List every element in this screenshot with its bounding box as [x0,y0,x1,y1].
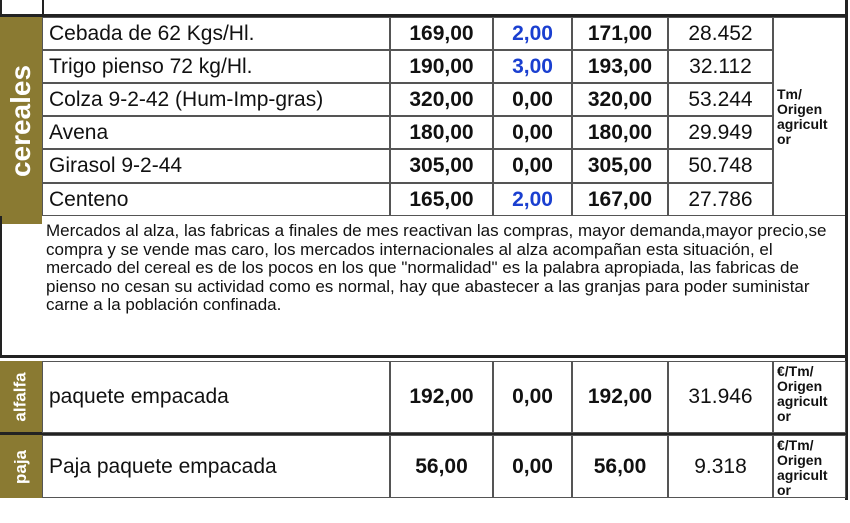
cell-current: 192,00 [572,361,668,433]
cereales-label: cereales [5,64,37,177]
pts-text: 27.786 [688,187,753,211]
market-comment: Mercados al alza, las fabricas a finales… [0,216,848,358]
cell-name: Girasol 9-2-44 [42,149,390,183]
cell-current: 320,00 [572,83,668,116]
unit-text: €/Tm/ Origen agricult or [777,363,828,424]
cell-change: 0,00 [493,116,572,149]
current-text: 167,00 [587,187,653,211]
pts-text: 29.949 [688,120,753,144]
cell-change: 2,00 [493,17,572,50]
cell-pts: 27.786 [668,183,773,216]
change-text: 0,00 [512,87,553,111]
cell-change: 0,00 [493,83,572,116]
pts-text: 28.452 [688,21,753,45]
prev-text: 169,00 [409,21,474,45]
cell-prev: 190,00 [390,50,493,83]
name-text: paquete empacada [49,385,229,408]
prev-text: 320,00 [409,87,474,111]
name-text: Paja paquete empacada [49,454,277,478]
unit-alfalfa: €/Tm/ Origen agricult or [773,361,846,433]
pts-text: 53.244 [688,87,753,111]
name-text: Trigo pienso 72 kg/Hl. [49,54,253,78]
alfalfa-label: alfalfa [11,372,31,422]
current-text: 171,00 [587,21,653,45]
top-divider [42,0,44,16]
cell-pts: 29.949 [668,116,773,149]
cell-change: 3,00 [493,50,572,83]
prev-text: 180,00 [409,120,474,144]
cell-prev: 305,00 [390,149,493,183]
cell-change: 0,00 [493,435,572,498]
name-text: Colza 9-2-42 (Hum-Imp-gras) [49,87,324,111]
pts-text: 50.748 [688,154,753,177]
change-text: 0,00 [512,120,553,144]
change-text: 2,00 [512,187,553,211]
prev-text: 165,00 [409,187,474,211]
cell-pts: 50.748 [668,149,773,183]
change-text: 0,00 [512,154,553,177]
paja-label: paja [11,449,30,484]
cell-prev: 320,00 [390,83,493,116]
cell-pts: 31.946 [668,361,773,433]
cell-prev: 165,00 [390,183,493,216]
pts-text: 31.946 [688,385,753,408]
pts-text: 9.318 [694,454,747,478]
current-text: 305,00 [587,154,653,177]
cell-current: 56,00 [572,435,668,498]
name-text: Centeno [49,187,129,211]
cell-prev: 169,00 [390,17,493,50]
right-border [845,0,848,500]
prev-text: 56,00 [415,454,468,478]
comment-text: Mercados al alza, las fabricas a finales… [46,221,827,314]
cell-current: 171,00 [572,17,668,50]
cell-pts: 53.244 [668,83,773,116]
name-text: Cebada de 62 Kgs/Hl. [49,21,255,45]
cell-change: 0,00 [493,149,572,183]
prev-text: 305,00 [409,154,474,177]
cell-current: 305,00 [572,149,668,183]
current-text: 192,00 [587,385,653,408]
cell-pts: 9.318 [668,435,773,498]
section-label-alfalfa: alfalfa [0,361,42,433]
prev-text: 192,00 [409,385,474,408]
cell-change: 2,00 [493,183,572,216]
cell-name: Colza 9-2-42 (Hum-Imp-gras) [42,83,390,116]
cell-name: Paja paquete empacada [42,435,390,498]
change-text: 0,00 [512,385,553,408]
cell-prev: 56,00 [390,435,493,498]
change-text: 0,00 [512,454,553,478]
cell-name: Cebada de 62 Kgs/Hl. [42,17,390,50]
pts-text: 32.112 [689,54,752,78]
name-text: Avena [49,120,109,144]
unit-paja: €/Tm/ Origen agricult or [773,435,846,498]
change-text: 2,00 [512,21,553,45]
cell-change: 0,00 [493,361,572,433]
alfalfa-divider [0,432,848,435]
cell-current: 193,00 [572,50,668,83]
cell-name: Centeno [42,183,390,216]
name-text: Girasol 9-2-44 [49,154,183,177]
current-text: 56,00 [593,454,647,478]
unit-text: €/Tm/ Origen agricult or [777,437,828,498]
prev-text: 190,00 [409,54,474,78]
cell-prev: 192,00 [390,361,493,433]
cell-pts: 28.452 [668,17,773,50]
section-label-paja: paja [0,435,42,498]
current-text: 193,00 [587,54,653,78]
cell-prev: 180,00 [390,116,493,149]
unit-cereales: Tm/ Origen agricult or [773,17,846,216]
cell-current: 180,00 [572,116,668,149]
cell-current: 167,00 [572,183,668,216]
cell-pts: 32.112 [668,50,773,83]
current-text: 180,00 [587,120,653,144]
change-text: 3,00 [512,54,553,78]
section-label-cereales: cereales [0,17,42,224]
cell-name: Trigo pienso 72 kg/Hl. [42,50,390,83]
cell-name: Avena [42,116,390,149]
top-row [0,0,848,17]
current-text: 320,00 [587,87,653,111]
cell-name: paquete empacada [42,361,390,433]
unit-text: Tm/ Origen agricult or [777,85,828,147]
